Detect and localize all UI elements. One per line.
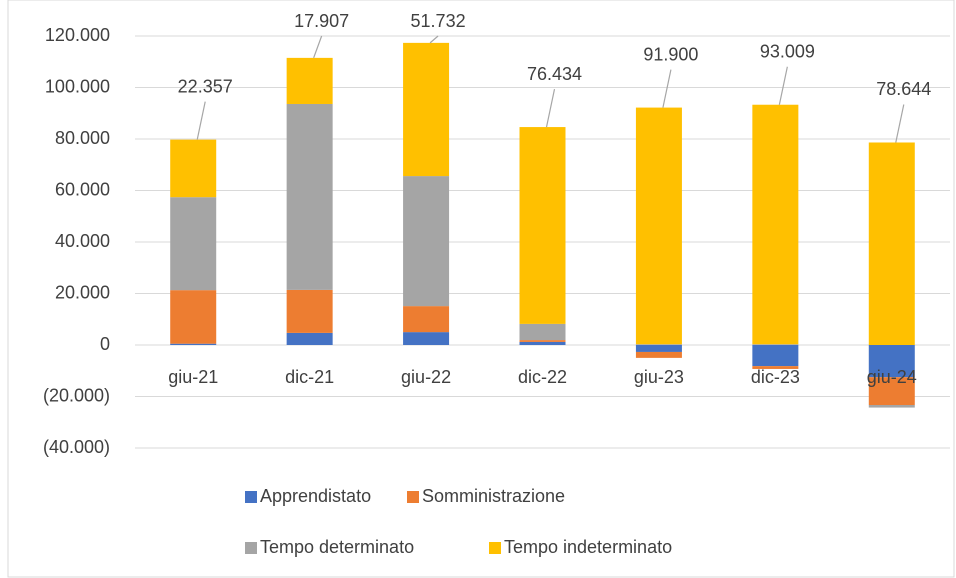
data-label: 78.644 — [876, 79, 931, 99]
x-tick-label: giu-22 — [401, 367, 451, 387]
x-tick-label: giu-23 — [634, 367, 684, 387]
y-tick-label: 0 — [100, 334, 110, 354]
leader-line — [778, 66, 788, 105]
bar-segment — [868, 142, 915, 345]
bar-segment — [868, 377, 915, 405]
bar-segment — [403, 42, 450, 177]
bar-segment — [519, 340, 566, 342]
bar-segment — [286, 289, 333, 333]
legend-label: Apprendistato — [260, 486, 371, 506]
legend-label: Tempo indeterminato — [504, 537, 672, 557]
legend-swatch — [245, 491, 257, 503]
bar-segment — [635, 345, 682, 352]
bar-segment — [752, 345, 799, 367]
bar-segment — [752, 344, 799, 345]
leader-line — [662, 69, 672, 108]
leader-line — [545, 88, 556, 128]
bar-segment — [286, 332, 333, 345]
data-label: 76.434 — [527, 64, 582, 84]
bar-segment — [403, 306, 450, 333]
leader-line — [429, 35, 439, 44]
legend-swatch — [407, 491, 419, 503]
x-tick-label: dic-21 — [285, 367, 334, 387]
leader-line — [895, 104, 905, 143]
bar-segment — [635, 107, 682, 345]
data-label: 17.907 — [294, 11, 349, 31]
y-tick-label: 20.000 — [55, 282, 110, 302]
bar-segment — [519, 341, 566, 345]
data-label: 91.900 — [643, 44, 698, 64]
y-tick-label: 80.000 — [55, 128, 110, 148]
bar-segment — [286, 103, 333, 290]
data-label: 51.732 — [411, 11, 466, 31]
bar-segment — [752, 366, 799, 369]
x-tick-label: dic-23 — [751, 367, 800, 387]
bar-segment — [868, 345, 915, 378]
legend-label: Tempo determinato — [260, 537, 414, 557]
leader-line — [196, 101, 206, 140]
bar-segment — [170, 197, 217, 291]
bar-segment — [519, 323, 566, 341]
bar-segment — [170, 290, 217, 344]
bar-segment — [752, 104, 799, 345]
y-tick-label: 120.000 — [45, 25, 110, 45]
legend-swatch — [245, 542, 257, 554]
y-tick-label: 60.000 — [55, 179, 110, 199]
bar-segment — [170, 343, 217, 345]
data-label: 22.357 — [178, 76, 233, 96]
x-tick-label: giu-24 — [867, 367, 917, 387]
data-label: 93.009 — [760, 41, 815, 61]
y-tick-label: (20.000) — [43, 385, 110, 405]
bar-segment — [170, 139, 217, 198]
bar-segment — [635, 344, 682, 345]
bar-segment — [403, 332, 450, 345]
x-tick-label: giu-21 — [168, 367, 218, 387]
bar-segment — [286, 57, 333, 104]
bar-segment — [403, 176, 450, 307]
y-tick-label: 40.000 — [55, 231, 110, 251]
bar-segment — [519, 127, 566, 324]
bar-segment — [635, 351, 682, 358]
legend-swatch — [489, 542, 501, 554]
y-tick-label: 100.000 — [45, 76, 110, 96]
x-tick-label: dic-22 — [518, 367, 567, 387]
bar-segment — [868, 404, 915, 408]
leader-line — [313, 35, 323, 59]
legend-label: Somministrazione — [422, 486, 565, 506]
y-tick-label: (40.000) — [43, 437, 110, 457]
